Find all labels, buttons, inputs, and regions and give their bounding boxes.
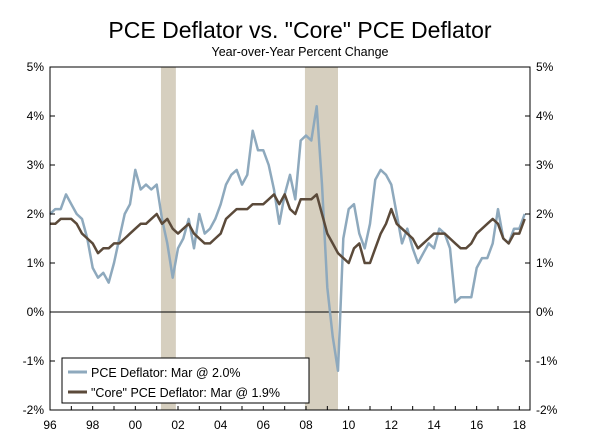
y-tick-label-right: 4%	[536, 109, 554, 123]
y-tick-label-left: -2%	[23, 403, 45, 417]
x-tick-label: 14	[427, 418, 441, 432]
x-tick-label: 06	[257, 418, 271, 432]
y-tick-label-left: -1%	[23, 354, 45, 368]
x-axis-ticks: 96 98 00 02 04 06 08 10 12 14 16 18	[43, 406, 526, 432]
x-tick-label: 12	[385, 418, 399, 432]
x-tick-label: 18	[513, 418, 527, 432]
x-tick-label: 98	[86, 418, 100, 432]
y-tick-label-right: -2%	[536, 403, 558, 417]
chart-title: PCE Deflator vs. "Core" PCE Deflator	[108, 17, 492, 43]
series-lines	[49, 104, 526, 373]
series-headline-pce	[49, 104, 526, 373]
series-core-pce	[50, 193, 526, 265]
y-axis-ticks: -2% -2% -1% -1% 0% 0% 1% 1% 2% 2% 3% 3% 4% 4% 5% 5%	[23, 60, 558, 417]
x-tick-label: 16	[470, 418, 484, 432]
x-tick-label: 08	[299, 418, 313, 432]
y-tick-label-left: 5%	[27, 60, 45, 74]
x-tick-label: 04	[214, 418, 228, 432]
x-tick-label: 00	[129, 418, 143, 432]
y-tick-label-right: 5%	[536, 60, 554, 74]
y-tick-label-left: 2%	[27, 207, 45, 221]
legend: PCE Deflator: Mar @ 2.0% "Core" PCE Defl…	[61, 357, 310, 404]
x-tick-label: 10	[342, 418, 356, 432]
y-tick-label-left: 3%	[27, 158, 45, 172]
legend-box	[61, 357, 310, 404]
chart-subtitle: Year-over-Year Percent Change	[212, 45, 389, 59]
legend-label-core: "Core" PCE Deflator: Mar @ 1.9%	[91, 386, 280, 400]
y-tick-label-right: 0%	[536, 305, 554, 319]
recession-band-0	[160, 67, 176, 410]
y-tick-label-left: 1%	[27, 256, 45, 270]
y-tick-label-right: 1%	[536, 256, 554, 270]
y-tick-label-right: 2%	[536, 207, 554, 221]
y-tick-label-left: 4%	[27, 109, 45, 123]
x-tick-label: 02	[171, 418, 185, 432]
y-tick-label-left: 0%	[27, 305, 45, 319]
y-tick-label-right: -1%	[536, 354, 558, 368]
x-tick-label: 96	[43, 418, 57, 432]
plot-frame	[49, 66, 531, 411]
y-tick-label-right: 3%	[536, 158, 554, 172]
recession-band-1	[304, 67, 338, 410]
legend-label-headline: PCE Deflator: Mar @ 2.0%	[91, 366, 241, 380]
plot-border	[49, 66, 531, 411]
recession-bands	[160, 67, 338, 410]
